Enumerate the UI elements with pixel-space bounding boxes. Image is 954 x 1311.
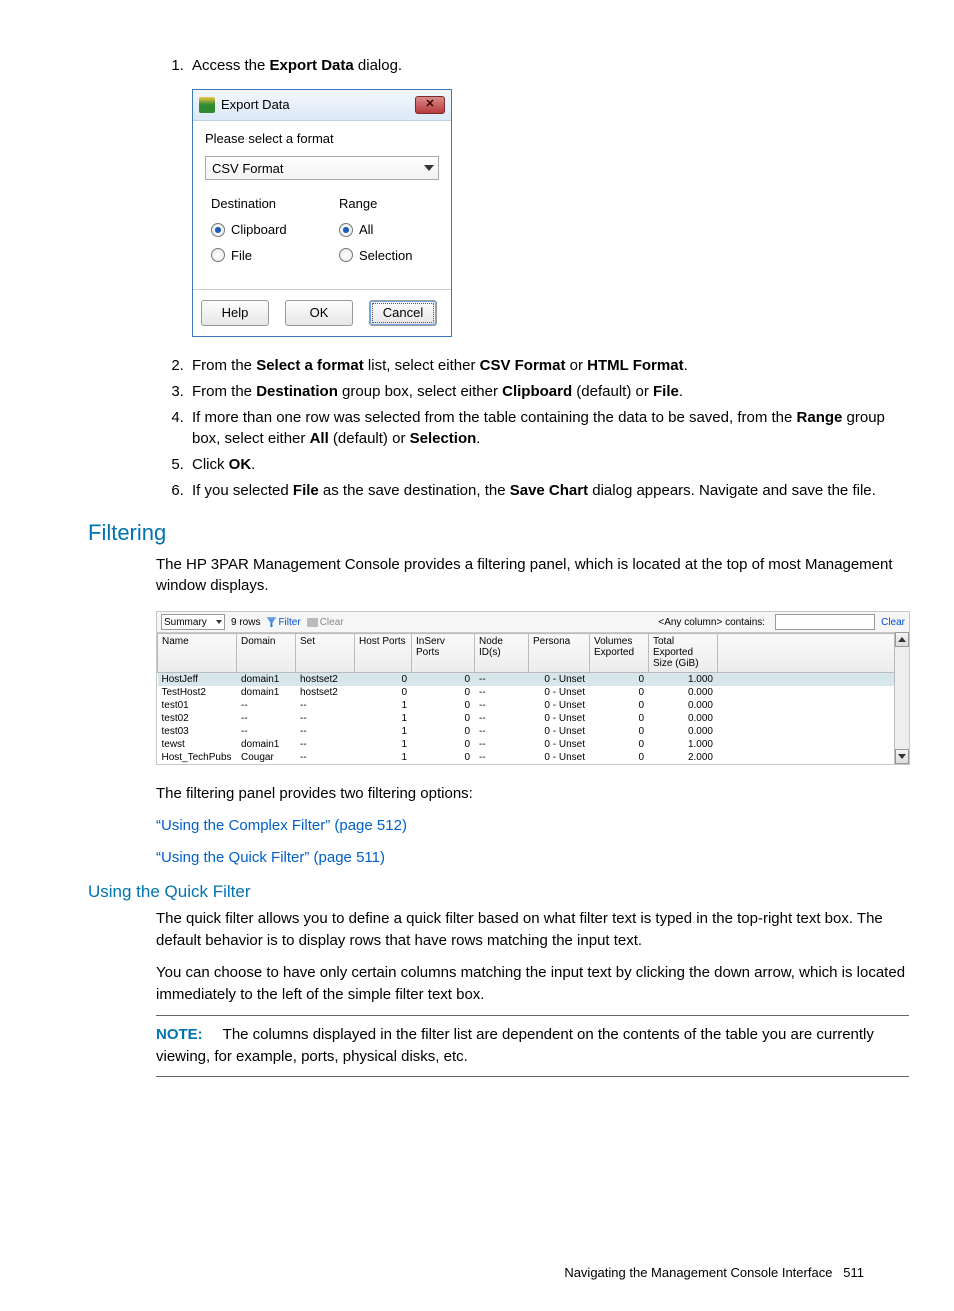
note-text: The columns displayed in the filter list… [156,1026,874,1065]
app-icon [199,97,215,113]
table-row[interactable]: TestHost2domain1hostset200--0 - Unset00.… [158,686,909,699]
format-value: CSV Format [212,161,284,177]
quick-filter-p2: You can choose to have only certain colu… [156,962,909,1006]
radio-icon [211,248,225,262]
radio-icon [339,223,353,237]
dialog-buttonbar: Help OK Cancel [193,289,451,336]
link-complex-filter[interactable]: “Using the Complex Filter” (page 512) [156,817,407,834]
file-label: File [231,248,252,264]
format-select[interactable]: CSV Format [205,156,439,180]
step-1: Access the Export Data dialog. Export Da… [188,55,909,337]
all-label: All [359,222,373,238]
step1-post: dialog. [354,57,402,74]
column-header[interactable]: Persona [529,634,590,673]
filter-options-intro: The filtering panel provides two filteri… [156,783,909,805]
radio-all[interactable]: All [339,222,437,238]
filtering-heading: Filtering [88,520,909,546]
selection-label: Selection [359,248,412,264]
row-count: 9 rows [231,617,260,628]
filter-link[interactable]: Filter [266,617,300,628]
range-group: Range All Selection [339,196,437,273]
table-row[interactable]: tewstdomain1--10--0 - Unset01.000 [158,738,909,751]
range-label: Range [339,196,437,212]
step1-pre: Access the [192,57,270,74]
export-data-dialog: Export Data ✕ Please select a format CSV… [192,89,452,337]
table-row[interactable]: test03----10--0 - Unset00.000 [158,725,909,738]
column-header[interactable]: Host Ports [355,634,412,673]
link-quick-filter[interactable]: “Using the Quick Filter” (page 511) [156,849,385,866]
prompt-text: Please select a format [205,131,439,147]
column-header[interactable]: Domain [237,634,296,673]
radio-icon [211,223,225,237]
scroll-up-icon[interactable] [895,632,909,647]
column-header[interactable]: Node ID(s) [475,634,529,673]
quick-filter-input[interactable] [775,614,875,630]
clear-icon [307,618,318,627]
page-footer: Navigating the Management Console Interf… [564,1265,864,1280]
step-4: If more than one row was selected from t… [188,407,909,451]
view-select[interactable]: Summary [161,614,225,630]
scroll-down-icon[interactable] [895,749,909,764]
table-row[interactable]: test01----10--0 - Unset00.000 [158,699,909,712]
table-row[interactable]: Host_TechPubsCougar--10--0 - Unset02.000 [158,751,909,764]
footer-text: Navigating the Management Console Interf… [564,1265,832,1280]
hosts-table: NameDomainSetHost PortsInServ PortsNode … [157,633,909,764]
filter-icon [266,617,276,627]
clear-link[interactable]: Clear [307,617,344,628]
dialog-body: Please select a format CSV Format Destin… [193,121,451,289]
step-2: From the Select a format list, select ei… [188,355,909,377]
column-header[interactable]: Total Exported Size (GiB) [649,634,718,673]
help-button[interactable]: Help [201,300,269,326]
destination-label: Destination [211,196,309,212]
destination-group: Destination Clipboard File [211,196,309,273]
clipboard-label: Clipboard [231,222,287,238]
table-row[interactable]: test02----10--0 - Unset00.000 [158,712,909,725]
note-label: NOTE: [156,1026,203,1043]
chevron-down-icon [424,165,434,171]
quick-filter: <Any column> contains: Clear [658,614,905,630]
radio-icon [339,248,353,262]
step1-b: Export Data [270,57,354,74]
cancel-button[interactable]: Cancel [369,300,437,326]
chevron-down-icon [216,620,222,624]
radio-selection[interactable]: Selection [339,248,437,264]
step-3: From the Destination group box, select e… [188,381,909,403]
note-block: NOTE:The columns displayed in the filter… [156,1015,909,1077]
filter-toolbar: Summary 9 rows Filter Clear <Any column>… [157,612,909,633]
quick-filter-heading: Using the Quick Filter [88,882,909,902]
step-5: Click OK. [188,454,909,476]
quick-filter-p1: The quick filter allows you to define a … [156,908,909,952]
filtering-para: The HP 3PAR Management Console provides … [156,554,909,598]
column-header[interactable]: Name [158,634,237,673]
footer-page: 511 [843,1265,864,1280]
dialog-title-text: Export Data [221,97,290,113]
steps-list: Access the Export Data dialog. Export Da… [88,55,909,502]
table-row[interactable]: HostJeffdomain1hostset200--0 - Unset01.0… [158,673,909,687]
ok-button[interactable]: OK [285,300,353,326]
step-6: If you selected File as the save destina… [188,480,909,502]
vertical-scrollbar[interactable] [894,632,909,764]
dialog-titlebar: Export Data ✕ [193,90,451,121]
radio-clipboard[interactable]: Clipboard [211,222,309,238]
column-header[interactable]: InServ Ports [412,634,475,673]
close-button[interactable]: ✕ [415,96,445,114]
quick-filter-label: <Any column> contains: [658,617,765,628]
radio-file[interactable]: File [211,248,309,264]
quick-filter-clear[interactable]: Clear [881,617,905,628]
column-header[interactable]: Set [296,634,355,673]
filter-panel-screenshot: Summary 9 rows Filter Clear <Any column>… [156,611,910,765]
column-header[interactable]: Volumes Exported [590,634,649,673]
